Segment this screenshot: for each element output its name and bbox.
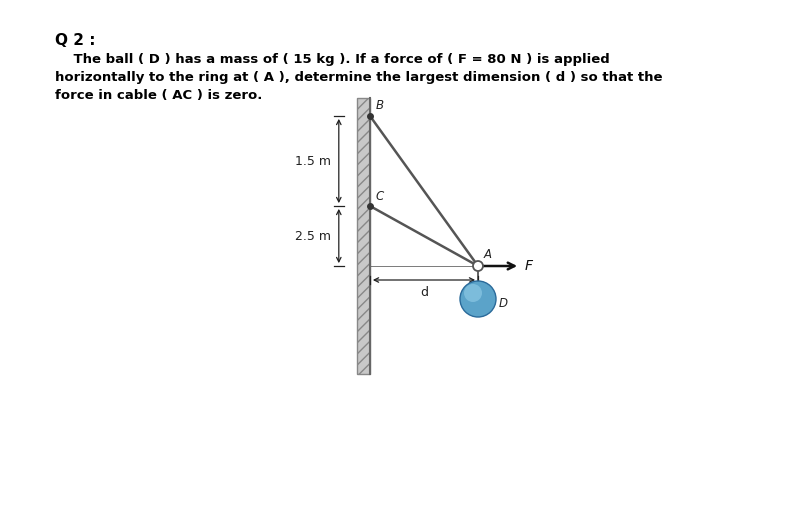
- Text: Q 2 :: Q 2 :: [55, 33, 95, 48]
- Text: D: D: [499, 296, 508, 310]
- Text: C: C: [376, 190, 384, 203]
- Text: 2.5 m: 2.5 m: [294, 229, 331, 243]
- Polygon shape: [357, 98, 370, 374]
- Text: B: B: [376, 99, 384, 112]
- Circle shape: [473, 261, 483, 271]
- Circle shape: [464, 284, 482, 302]
- Text: horizontally to the ring at ( A ), determine the largest dimension ( d ) so that: horizontally to the ring at ( A ), deter…: [55, 71, 662, 84]
- Circle shape: [460, 281, 496, 317]
- Text: 1.5 m: 1.5 m: [294, 154, 331, 168]
- Text: d: d: [420, 286, 428, 299]
- Text: force in cable ( AC ) is zero.: force in cable ( AC ) is zero.: [55, 89, 262, 102]
- Text: A: A: [484, 248, 492, 261]
- Text: The ball ( D ) has a mass of ( 15 kg ). If a force of ( F = 80 N ) is applied: The ball ( D ) has a mass of ( 15 kg ). …: [55, 53, 610, 66]
- Text: F: F: [525, 259, 533, 273]
